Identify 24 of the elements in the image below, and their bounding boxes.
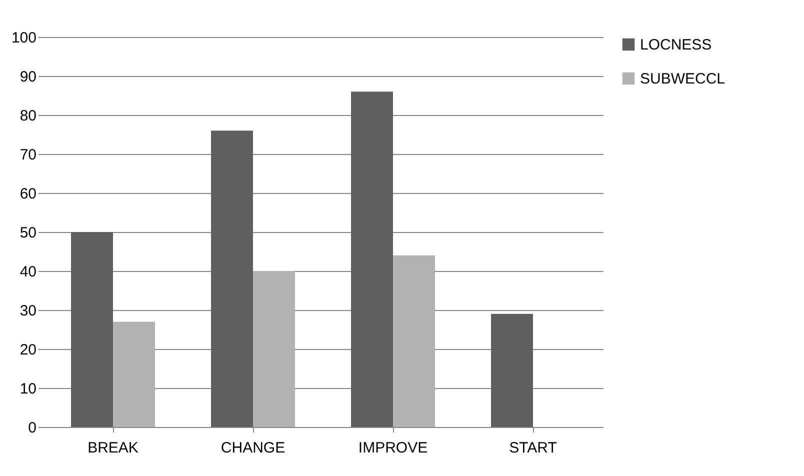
bar (71, 232, 113, 427)
bar (351, 92, 393, 427)
legend-label: LOCNESS (640, 36, 712, 54)
y-tick-label: 30 (20, 302, 36, 320)
y-tick-label: 60 (20, 186, 36, 202)
bar (113, 322, 155, 427)
y-tick-label: 100 (11, 30, 36, 46)
y-tick-label: 40 (20, 264, 36, 280)
legend-label: SUBWECCL (640, 70, 726, 88)
y-tick-label: 70 (20, 146, 36, 164)
bar (393, 255, 435, 427)
y-tick-label: 90 (20, 68, 36, 86)
y-tick-label: 0 (28, 420, 36, 436)
x-tick-label: CHANGE (220, 440, 286, 456)
bar (491, 314, 533, 427)
y-tick-label: 10 (20, 380, 36, 398)
x-tick-label: BREAK (88, 440, 138, 456)
y-tick-label: 50 (20, 224, 36, 242)
y-tick-label: 20 (20, 342, 36, 358)
bar (253, 271, 295, 427)
y-tick-label: 80 (20, 108, 36, 124)
x-tick-label: START (509, 440, 557, 456)
x-tick-label: IMPROVE (358, 440, 428, 456)
bar (211, 130, 253, 427)
